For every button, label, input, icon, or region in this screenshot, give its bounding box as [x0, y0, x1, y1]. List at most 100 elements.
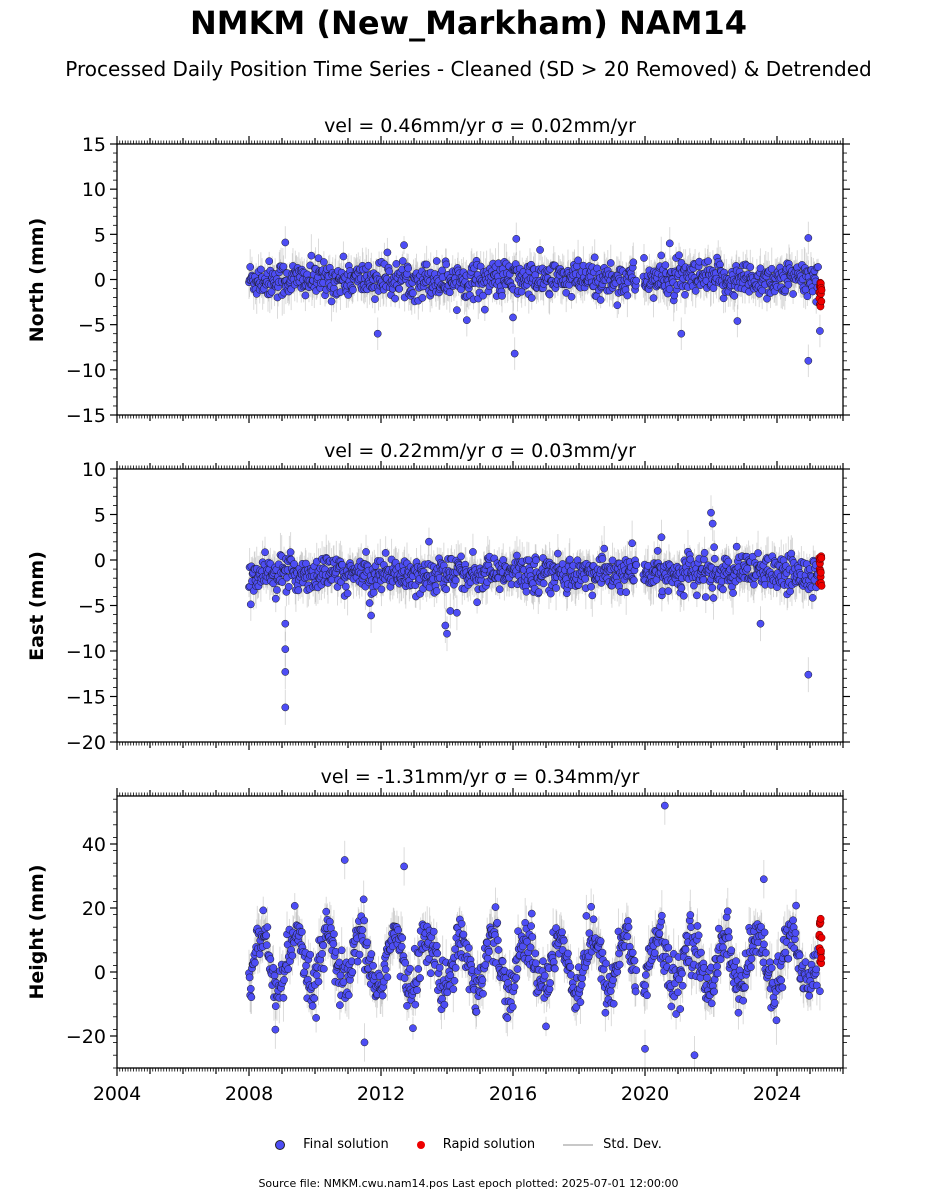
final-solution-point	[814, 263, 822, 271]
final-solution-point	[664, 587, 673, 595]
figure-subtitle: Processed Daily Position Time Series - C…	[65, 57, 872, 81]
final-solution-point	[273, 586, 281, 594]
final-solution-point	[457, 552, 465, 561]
final-solution-point	[789, 290, 797, 298]
y-tick-label: −10	[66, 641, 106, 663]
final-solution-point	[509, 313, 517, 322]
final-solution-point	[513, 551, 521, 560]
north-panel: vel = 0.46mm/yr σ = 0.02mm/yr North (mm)…	[26, 115, 850, 427]
final-solution-point	[700, 548, 709, 557]
final-solution-point	[453, 306, 461, 314]
final-solution-point	[709, 284, 718, 293]
final-solution-point	[657, 533, 666, 542]
final-solution-point	[349, 286, 357, 294]
final-solution-point	[804, 670, 813, 679]
final-solution-point	[653, 547, 662, 555]
final-solution-point	[613, 301, 622, 310]
final-solution-point	[596, 296, 605, 304]
final-solution-point	[281, 238, 290, 247]
north-panel-title: vel = 0.46mm/yr σ = 0.02mm/yr	[324, 115, 636, 137]
final-solution-point	[546, 589, 555, 598]
final-solution-point	[369, 588, 378, 597]
y-tick-label: −20	[66, 732, 106, 754]
final-solution-point	[710, 543, 718, 552]
final-solution-point	[730, 292, 739, 300]
final-solution-point	[512, 235, 521, 243]
final-solution-point	[632, 276, 641, 285]
y-tick-label: −15	[66, 405, 106, 427]
final-solution-point	[281, 645, 290, 654]
final-solution-point	[404, 264, 413, 273]
final-solution-point	[732, 542, 741, 551]
final-solution-point	[381, 549, 390, 557]
final-solution-point	[362, 548, 370, 556]
final-solution-point	[246, 600, 255, 609]
final-solution-point	[784, 280, 793, 289]
final-solution-point	[724, 557, 733, 566]
final-solution-point	[373, 329, 382, 338]
final-solution-point	[442, 585, 451, 594]
final-solution-point	[339, 252, 348, 261]
final-solution-point	[517, 287, 526, 296]
final-solution-point	[400, 241, 408, 249]
final-solution-point	[462, 316, 471, 324]
final-solution-point	[803, 292, 812, 301]
rapid-solution-point	[816, 568, 825, 577]
final-solution-point	[422, 260, 431, 269]
final-solution-point	[628, 539, 636, 548]
final-solution-point	[632, 561, 641, 569]
final-solution-point	[701, 593, 710, 601]
final-solution-point	[665, 285, 674, 293]
final-solution-point	[307, 251, 316, 260]
final-solution-point	[432, 257, 441, 265]
final-solution-point	[590, 253, 599, 262]
final-solution-point	[746, 263, 755, 271]
final-solution-point	[286, 548, 295, 557]
final-solution-point	[281, 703, 290, 712]
final-solution-point	[443, 629, 451, 638]
final-solution-point	[622, 588, 631, 597]
y-tick-label: 0	[94, 270, 106, 292]
final-solution-point	[539, 579, 548, 588]
final-solution-point	[398, 257, 407, 265]
final-solution-point	[754, 549, 762, 557]
final-solution-point	[677, 584, 686, 592]
final-solution-point	[261, 548, 269, 557]
final-solution-point	[581, 575, 590, 583]
final-solution-point	[574, 256, 582, 265]
final-solution-point	[804, 356, 813, 365]
final-solution-point	[681, 290, 689, 299]
final-solution-point	[808, 593, 817, 602]
final-solution-point	[469, 548, 477, 556]
final-solution-point	[679, 591, 688, 600]
final-solution-point	[281, 668, 290, 676]
final-solution-point	[787, 549, 796, 558]
final-solution-point	[284, 582, 293, 591]
final-solution-point	[535, 588, 543, 596]
final-solution-point	[665, 239, 674, 248]
final-solution-point	[473, 598, 481, 607]
final-solution-point	[693, 591, 701, 600]
final-solution-point	[425, 537, 433, 546]
final-solution-point	[527, 294, 536, 302]
final-solution-point	[451, 576, 460, 585]
final-solution-point	[265, 257, 274, 266]
final-solution-point	[383, 248, 392, 257]
rapid-solution-point	[817, 554, 826, 562]
final-solution-point	[532, 556, 540, 565]
final-solution-point	[704, 257, 713, 266]
final-solution-point	[709, 594, 718, 602]
final-solution-point	[545, 290, 554, 299]
final-solution-point	[552, 584, 560, 592]
final-solution-point	[367, 611, 375, 620]
final-solution-point	[649, 294, 658, 302]
final-solution-point	[392, 260, 401, 268]
final-solution-point	[246, 263, 255, 271]
y-tick-label: 5	[94, 505, 106, 527]
rapid-solution-point	[817, 582, 826, 590]
final-solution-point	[510, 349, 519, 358]
final-solution-point	[554, 549, 562, 558]
final-solution-point	[691, 287, 700, 295]
final-solution-point	[343, 589, 352, 598]
final-solution-point	[719, 585, 727, 594]
